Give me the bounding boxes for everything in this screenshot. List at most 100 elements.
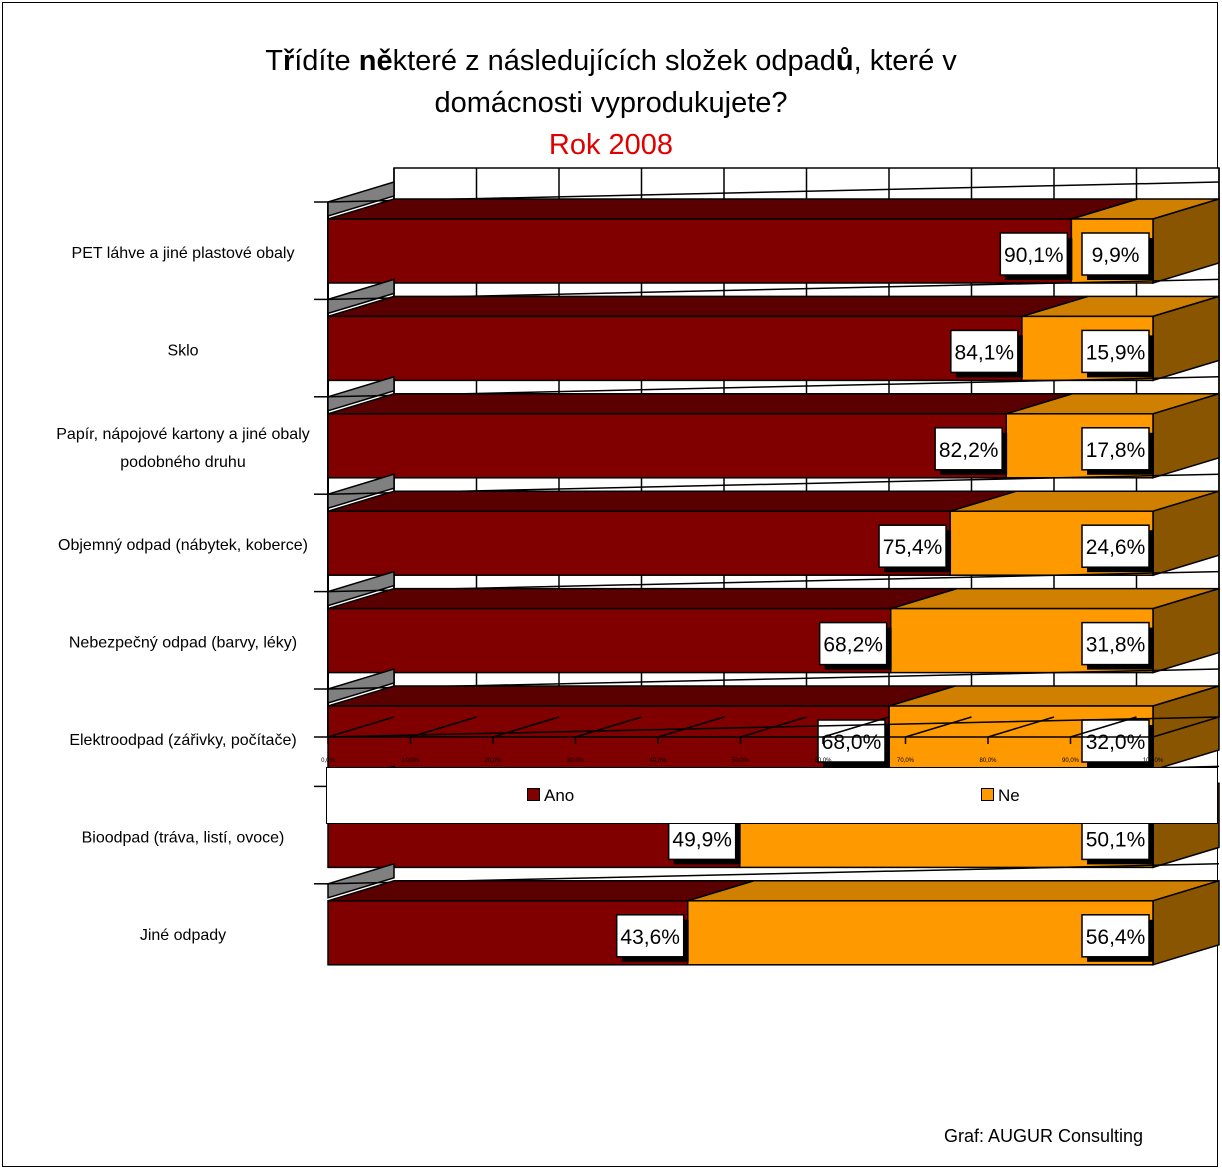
data-label-ano: 43,6% [620, 926, 680, 949]
x-floor-line [1152, 716, 1220, 738]
data-label-ne-box [1081, 914, 1150, 958]
x-tick-label: 50,0% [732, 758, 750, 764]
x-tick-label: 80,0% [979, 758, 997, 764]
bar-top-ano [327, 393, 1073, 415]
legend-label-ne: Ne [998, 786, 1020, 805]
title-part: , které v [853, 45, 957, 77]
data-label-ano: 84,1% [955, 341, 1015, 364]
data-label-ano-box [999, 232, 1069, 276]
x-floor-line [327, 716, 395, 738]
x-floor-line [1070, 716, 1137, 738]
x-floor-line [822, 716, 890, 738]
bar-ano [327, 607, 892, 674]
bar-ano [327, 510, 951, 576]
data-label-ne: 24,6% [1086, 536, 1146, 559]
data-label-ano: 90,1% [1004, 244, 1064, 267]
data-label-ne-box [1081, 719, 1150, 763]
category-label: Nebezpečný odpad (barvy, léky) [69, 635, 297, 652]
data-label-ne: 31,8% [1086, 634, 1146, 657]
chart-credit: Graf: AUGUR Consulting [944, 1126, 1144, 1146]
row-floor [327, 570, 395, 607]
data-label-ano-box [615, 914, 685, 958]
title-part: ř [282, 45, 295, 77]
bar-top-ano [327, 490, 1017, 512]
data-label-ano-box [818, 621, 888, 666]
x-tick-label: 100,0% [1143, 758, 1164, 764]
row-floor [327, 180, 395, 218]
category-label: Papír, nápojové kartony a jiné obaly [56, 426, 310, 443]
x-tick-label: 30,0% [567, 758, 585, 764]
data-label-ano-box [934, 427, 1003, 471]
title-part: ídíte [294, 45, 359, 77]
data-label-ano-box [950, 329, 1019, 374]
x-floor-line [905, 716, 972, 738]
data-label-ne-box [1081, 329, 1150, 374]
data-label-ne: 32,0% [1086, 731, 1146, 754]
data-label-ne-box [1081, 621, 1150, 666]
title-part: ně [358, 45, 393, 77]
data-label-ano-box [817, 719, 886, 763]
row-floor [327, 473, 395, 510]
category-label: Bioodpad (tráva, listí, ovoce) [82, 829, 285, 846]
data-label-ne-box [1081, 232, 1150, 276]
x-tick-label: 20,0% [484, 758, 502, 764]
bar-top-ano [327, 685, 956, 707]
bar-top-ano [327, 295, 1089, 318]
row-floor [327, 667, 395, 705]
x-floor-line [410, 716, 477, 738]
row-floor [327, 375, 395, 412]
x-tick-label: 40,0% [649, 758, 667, 764]
category-label: PET láhve a jiné plastové obaly [72, 245, 295, 262]
data-label-ne: 9,9% [1092, 244, 1140, 267]
data-label-ano-box [878, 524, 947, 568]
data-label-ne-box [1081, 427, 1150, 471]
x-floor-line [987, 716, 1055, 738]
bar-top-ne [687, 880, 1220, 902]
data-label-ne-box [1081, 524, 1150, 568]
bar-ano [327, 218, 1073, 284]
chart-subtitle: Rok 2008 [548, 129, 674, 161]
category-label: Jiné odpady [140, 927, 226, 944]
legend-swatch-ne [981, 788, 994, 801]
x-floor-line [575, 716, 642, 738]
data-label-ano: 75,4% [883, 536, 943, 559]
x-tick-label: 90,0% [1062, 758, 1080, 764]
legend-swatch-ano [527, 788, 540, 801]
data-label-ne: 15,9% [1086, 341, 1146, 364]
data-label-ano: 82,2% [939, 439, 999, 462]
bar-ano [327, 315, 1023, 382]
title-line-2: domácnosti vyprodukujete? [434, 87, 788, 119]
bar-top-ano [327, 587, 957, 610]
legend-label-ano: Ano [544, 786, 575, 805]
title-line-1: Třídíte některé z následujících složek o… [0, 40, 1222, 82]
title-part: které z následujících složek odpad [392, 45, 836, 77]
chart-title: Třídíte některé z následujících složek o… [0, 40, 1222, 166]
category-label: Sklo [167, 342, 198, 359]
x-floor-line [740, 716, 807, 738]
x-floor-line [657, 716, 725, 738]
title-part: ů [835, 45, 854, 77]
category-label: podobného druhu [120, 454, 245, 471]
chart-legend: Ano Ne [326, 767, 1218, 824]
bar-ano [327, 413, 1007, 479]
x-tick-label: 60,0% [814, 758, 832, 764]
data-label-ne: 56,4% [1086, 926, 1146, 949]
data-label-ano-box [667, 816, 737, 861]
x-tick-label: 10,0% [402, 758, 420, 764]
data-label-ne-box [1081, 816, 1150, 861]
data-label-ano: 68,2% [823, 634, 883, 657]
data-label-ne: 50,1% [1086, 828, 1146, 851]
legend-item-ano: Ano [527, 786, 574, 806]
x-floor-line [492, 716, 560, 738]
x-tick-label: 70,0% [897, 758, 915, 764]
category-label: Elektroodpad (zářivky, počítače) [69, 732, 296, 749]
bar-top-ano [327, 880, 754, 902]
row-floor [327, 278, 395, 315]
data-label-ano: 49,9% [672, 828, 732, 851]
category-label: Objemný odpad (nábytek, koberce) [58, 537, 308, 554]
bar-top-ano [327, 198, 1138, 220]
title-part: T [265, 45, 283, 77]
row-floor [327, 862, 395, 899]
data-label-ne: 17,8% [1086, 439, 1146, 462]
